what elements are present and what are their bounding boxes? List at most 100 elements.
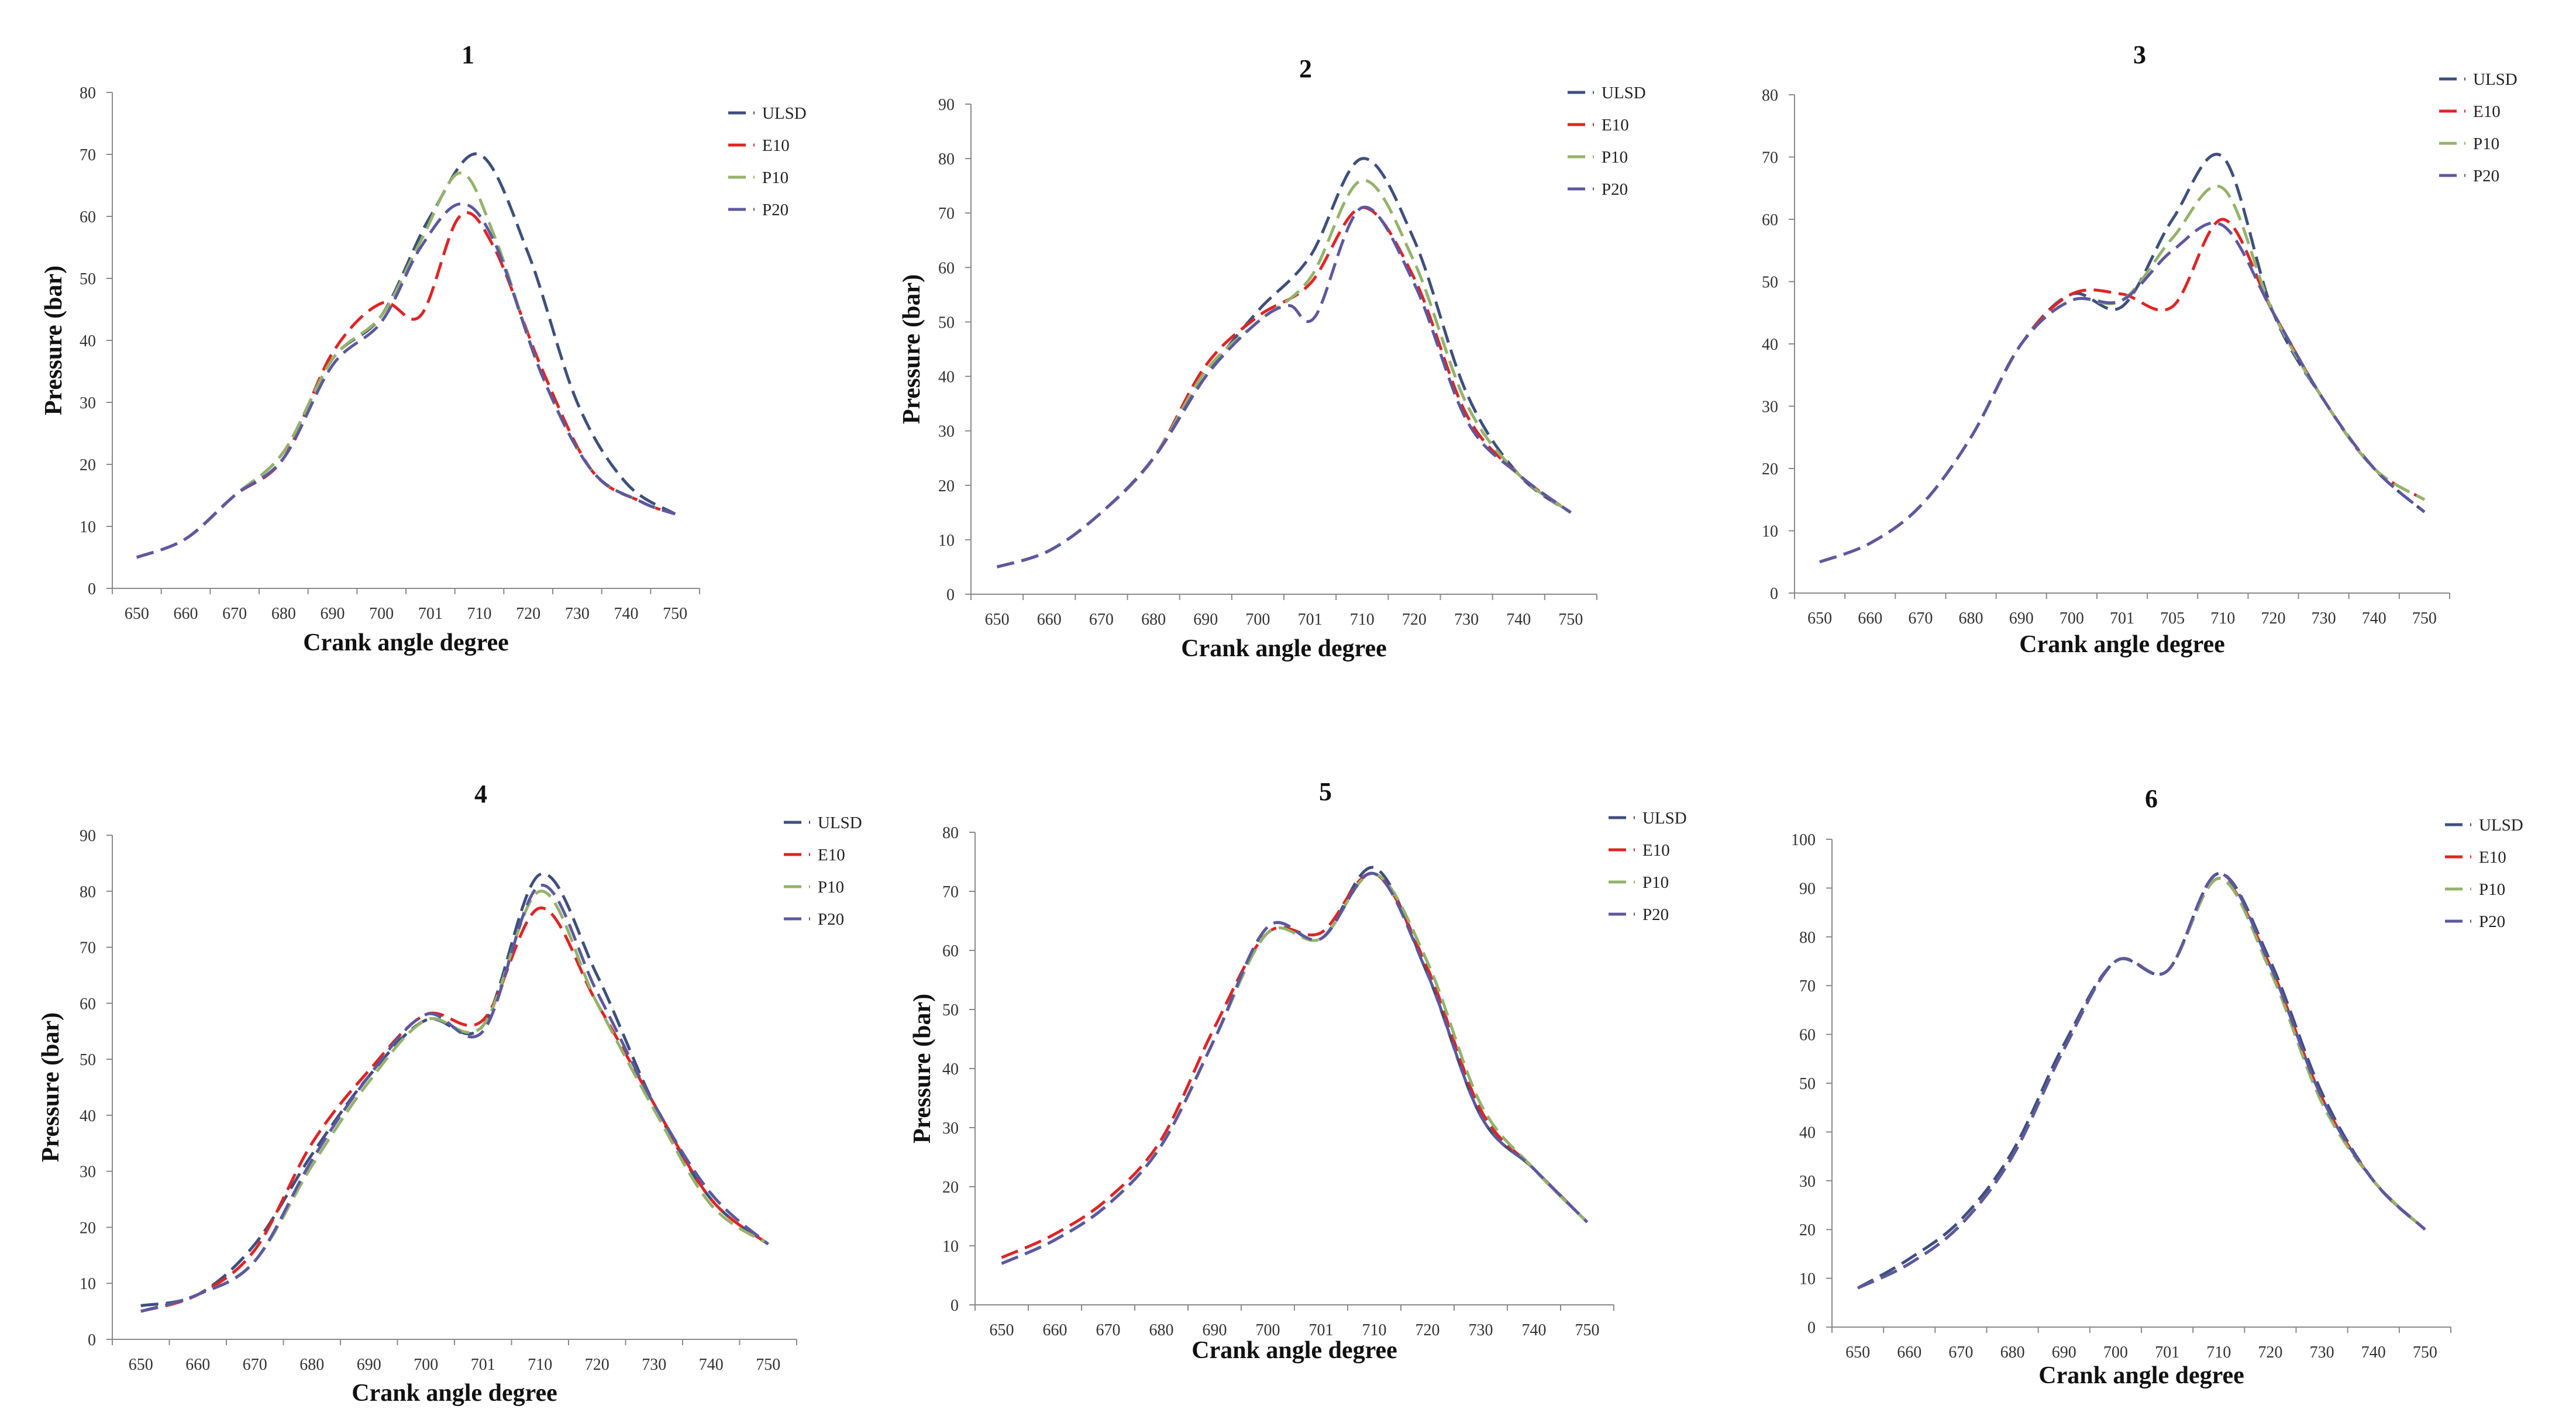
y-tick-label: 60 — [80, 995, 96, 1013]
x-tick-label: 690 — [2052, 1343, 2076, 1362]
x-tick-label: 700 — [1256, 1321, 1280, 1339]
y-tick-label: 0 — [946, 586, 955, 604]
legend-label-e10: E10 — [1642, 841, 1670, 860]
legend: ULSD E10 P10 P20 — [2445, 816, 2523, 931]
x-tick-label: 740 — [614, 605, 639, 623]
x-tick-label: 730 — [2310, 1343, 2334, 1362]
series-line-p10 — [1001, 872, 1589, 1265]
legend-label-ulsd: ULSD — [2479, 816, 2523, 835]
series-line-e10 — [1819, 218, 2426, 564]
legend-label-p10: P10 — [1602, 148, 1628, 167]
x-tick-label: 680 — [1959, 609, 1983, 628]
legend-label-e10: E10 — [2473, 102, 2501, 121]
y-tick-label: 20 — [938, 477, 955, 495]
y-tick-label: 30 — [80, 394, 96, 412]
y-tick-label: 0 — [88, 1331, 96, 1349]
chart-title: 3 — [2133, 40, 2146, 69]
legend: ULSD E10 P10 P20 — [2439, 70, 2518, 185]
x-tick-label: 705 — [2160, 609, 2185, 628]
y-tick-label: 70 — [80, 146, 96, 164]
y-tick-label: 30 — [942, 1119, 959, 1138]
x-tick-label: 680 — [2000, 1343, 2025, 1362]
x-tick-label: 680 — [1149, 1321, 1174, 1339]
legend-label-p10: P10 — [818, 878, 844, 897]
y-tick-label: 80 — [80, 883, 96, 901]
x-tick-label: 710 — [467, 605, 492, 623]
y-tick-label: 30 — [1762, 398, 1778, 416]
series-line-p10 — [140, 890, 769, 1313]
y-tick-label: 40 — [1799, 1124, 1816, 1142]
y-tick-label: 80 — [80, 84, 96, 102]
x-tick-label: 650 — [1807, 609, 1832, 628]
x-tick-label: 700 — [414, 1356, 438, 1374]
x-tick-label: 740 — [2362, 609, 2386, 628]
series-line-p20 — [996, 205, 1572, 568]
x-tick-label: 670 — [1948, 1343, 1973, 1362]
y-axis-title: Pressure (bar) — [898, 274, 925, 424]
y-tick-label: 20 — [1762, 460, 1778, 478]
legend-label-p10: P10 — [762, 168, 788, 187]
x-tick-label: 750 — [663, 605, 687, 623]
x-tick-label: 670 — [1089, 611, 1114, 629]
x-tick-label: 670 — [222, 605, 247, 623]
x-tick-label: 730 — [2312, 609, 2336, 628]
legend: ULSD E10 P10 P20 — [1609, 809, 1687, 924]
y-tick-label: 40 — [938, 368, 955, 387]
y-axis-title: Pressure (bar) — [37, 1012, 64, 1162]
x-tick-label: 730 — [1454, 611, 1479, 629]
y-tick-label: 20 — [942, 1179, 959, 1197]
chart-title: 1 — [462, 40, 474, 69]
y-tick-label: 50 — [938, 313, 955, 332]
series-line-p20 — [1819, 221, 2426, 564]
x-tick-label: 730 — [1469, 1321, 1493, 1339]
x-axis-title: Crank angle degree — [303, 629, 509, 656]
series-line-ulsd — [1001, 866, 1589, 1265]
y-tick-label: 50 — [1762, 274, 1778, 292]
y-tick-label: 10 — [1762, 523, 1778, 541]
x-tick-label: 720 — [516, 605, 540, 623]
legend-label-e10: E10 — [1602, 116, 1629, 135]
x-tick-label: 650 — [125, 605, 149, 623]
y-axis-title: Pressure (bar) — [909, 994, 936, 1143]
y-tick-label: 70 — [1762, 149, 1778, 167]
y-tick-label: 60 — [942, 942, 959, 960]
y-tick-label: 90 — [80, 827, 96, 845]
legend-label-p20: P20 — [1602, 180, 1628, 199]
y-tick-label: 10 — [938, 532, 955, 550]
x-tick-label: 690 — [1193, 611, 1218, 629]
x-tick-label: 740 — [1522, 1321, 1547, 1339]
y-tick-label: 70 — [1799, 977, 1816, 995]
series-line-p20 — [140, 884, 769, 1313]
y-tick-label: 50 — [1799, 1075, 1816, 1093]
series-line-p20 — [1857, 871, 2426, 1290]
chart-title: 2 — [1299, 54, 1312, 83]
x-tick-label: 690 — [321, 605, 345, 623]
x-axis-title: Crank angle degree — [352, 1380, 557, 1407]
y-tick-label: 80 — [1762, 87, 1778, 105]
legend-label-p10: P10 — [1642, 873, 1669, 892]
x-axis-title: Crank angle degree — [1181, 635, 1387, 662]
legend-label-ulsd: ULSD — [818, 814, 862, 832]
x-tick-label: 690 — [357, 1356, 381, 1374]
y-tick-label: 0 — [1770, 585, 1778, 603]
y-tick-label: 0 — [950, 1297, 959, 1315]
x-tick-label: 701 — [418, 605, 443, 623]
x-tick-label: 660 — [1037, 611, 1062, 629]
legend-label-p20: P20 — [762, 201, 788, 219]
legend-label-ulsd: ULSD — [2473, 70, 2518, 89]
x-tick-label: 660 — [1858, 609, 1882, 628]
x-axis-title: Crank angle degree — [2038, 1362, 2244, 1389]
y-tick-label: 80 — [1799, 929, 1816, 947]
x-tick-label: 701 — [2110, 609, 2134, 628]
series-line-ulsd — [996, 157, 1572, 568]
x-tick-label: 710 — [2210, 609, 2235, 628]
x-tick-label: 740 — [2361, 1343, 2386, 1362]
x-tick-label: 660 — [1043, 1321, 1067, 1339]
legend-label-ulsd: ULSD — [762, 104, 807, 123]
y-tick-label: 70 — [80, 939, 96, 957]
x-tick-label: 650 — [990, 1321, 1014, 1339]
y-tick-label: 50 — [80, 1051, 96, 1069]
y-tick-label: 50 — [80, 270, 96, 288]
x-tick-label: 650 — [1845, 1343, 1870, 1362]
